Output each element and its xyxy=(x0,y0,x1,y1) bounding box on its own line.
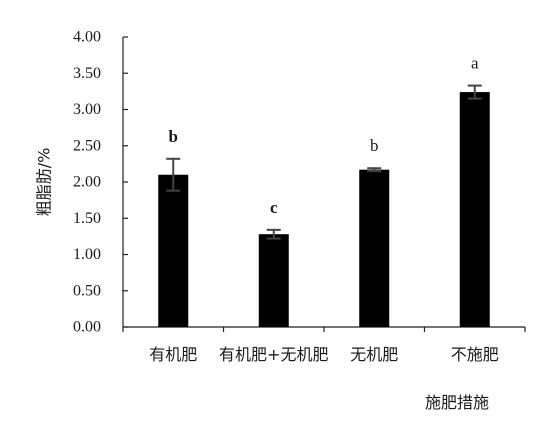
significance-label: a xyxy=(471,54,479,73)
bar xyxy=(459,92,490,327)
significance-labels: b c b a xyxy=(169,54,479,217)
y-tick-label: 0.50 xyxy=(73,282,101,299)
significance-label: c xyxy=(270,198,278,217)
significance-label: b xyxy=(370,136,379,155)
y-tick-label: 4.00 xyxy=(73,29,101,46)
bar-series xyxy=(158,92,490,327)
category-labels: 有机肥 有机肥+无机肥 无机肥 不施肥 xyxy=(149,345,499,364)
significance-label: b xyxy=(169,127,178,146)
x-axis-title: 施肥措施 xyxy=(425,393,489,412)
category-label: 不施肥 xyxy=(451,345,499,364)
y-axis-ticks: 0.00 0.50 1.00 1.50 2.00 2.50 3.00 3.50 4.00 xyxy=(73,29,128,336)
y-tick-label: 2.00 xyxy=(73,174,101,191)
y-tick-label: 3.00 xyxy=(73,101,101,118)
error-bars xyxy=(166,84,482,240)
y-tick-label: 3.50 xyxy=(73,65,101,82)
category-label: 无机肥 xyxy=(350,345,398,364)
x-axis-ticks xyxy=(122,327,526,332)
y-tick-label: 1.50 xyxy=(73,210,101,227)
y-tick-label: 1.00 xyxy=(73,246,101,263)
category-label: 有机肥+无机肥 xyxy=(219,345,328,364)
y-tick-label: 2.50 xyxy=(73,137,101,154)
bar xyxy=(158,174,189,327)
bar xyxy=(359,169,390,327)
y-tick-label: 0.00 xyxy=(73,319,101,336)
y-axis-title: 粗脂肪/% xyxy=(35,148,54,217)
bar xyxy=(258,234,289,327)
category-label: 有机肥 xyxy=(149,345,197,364)
